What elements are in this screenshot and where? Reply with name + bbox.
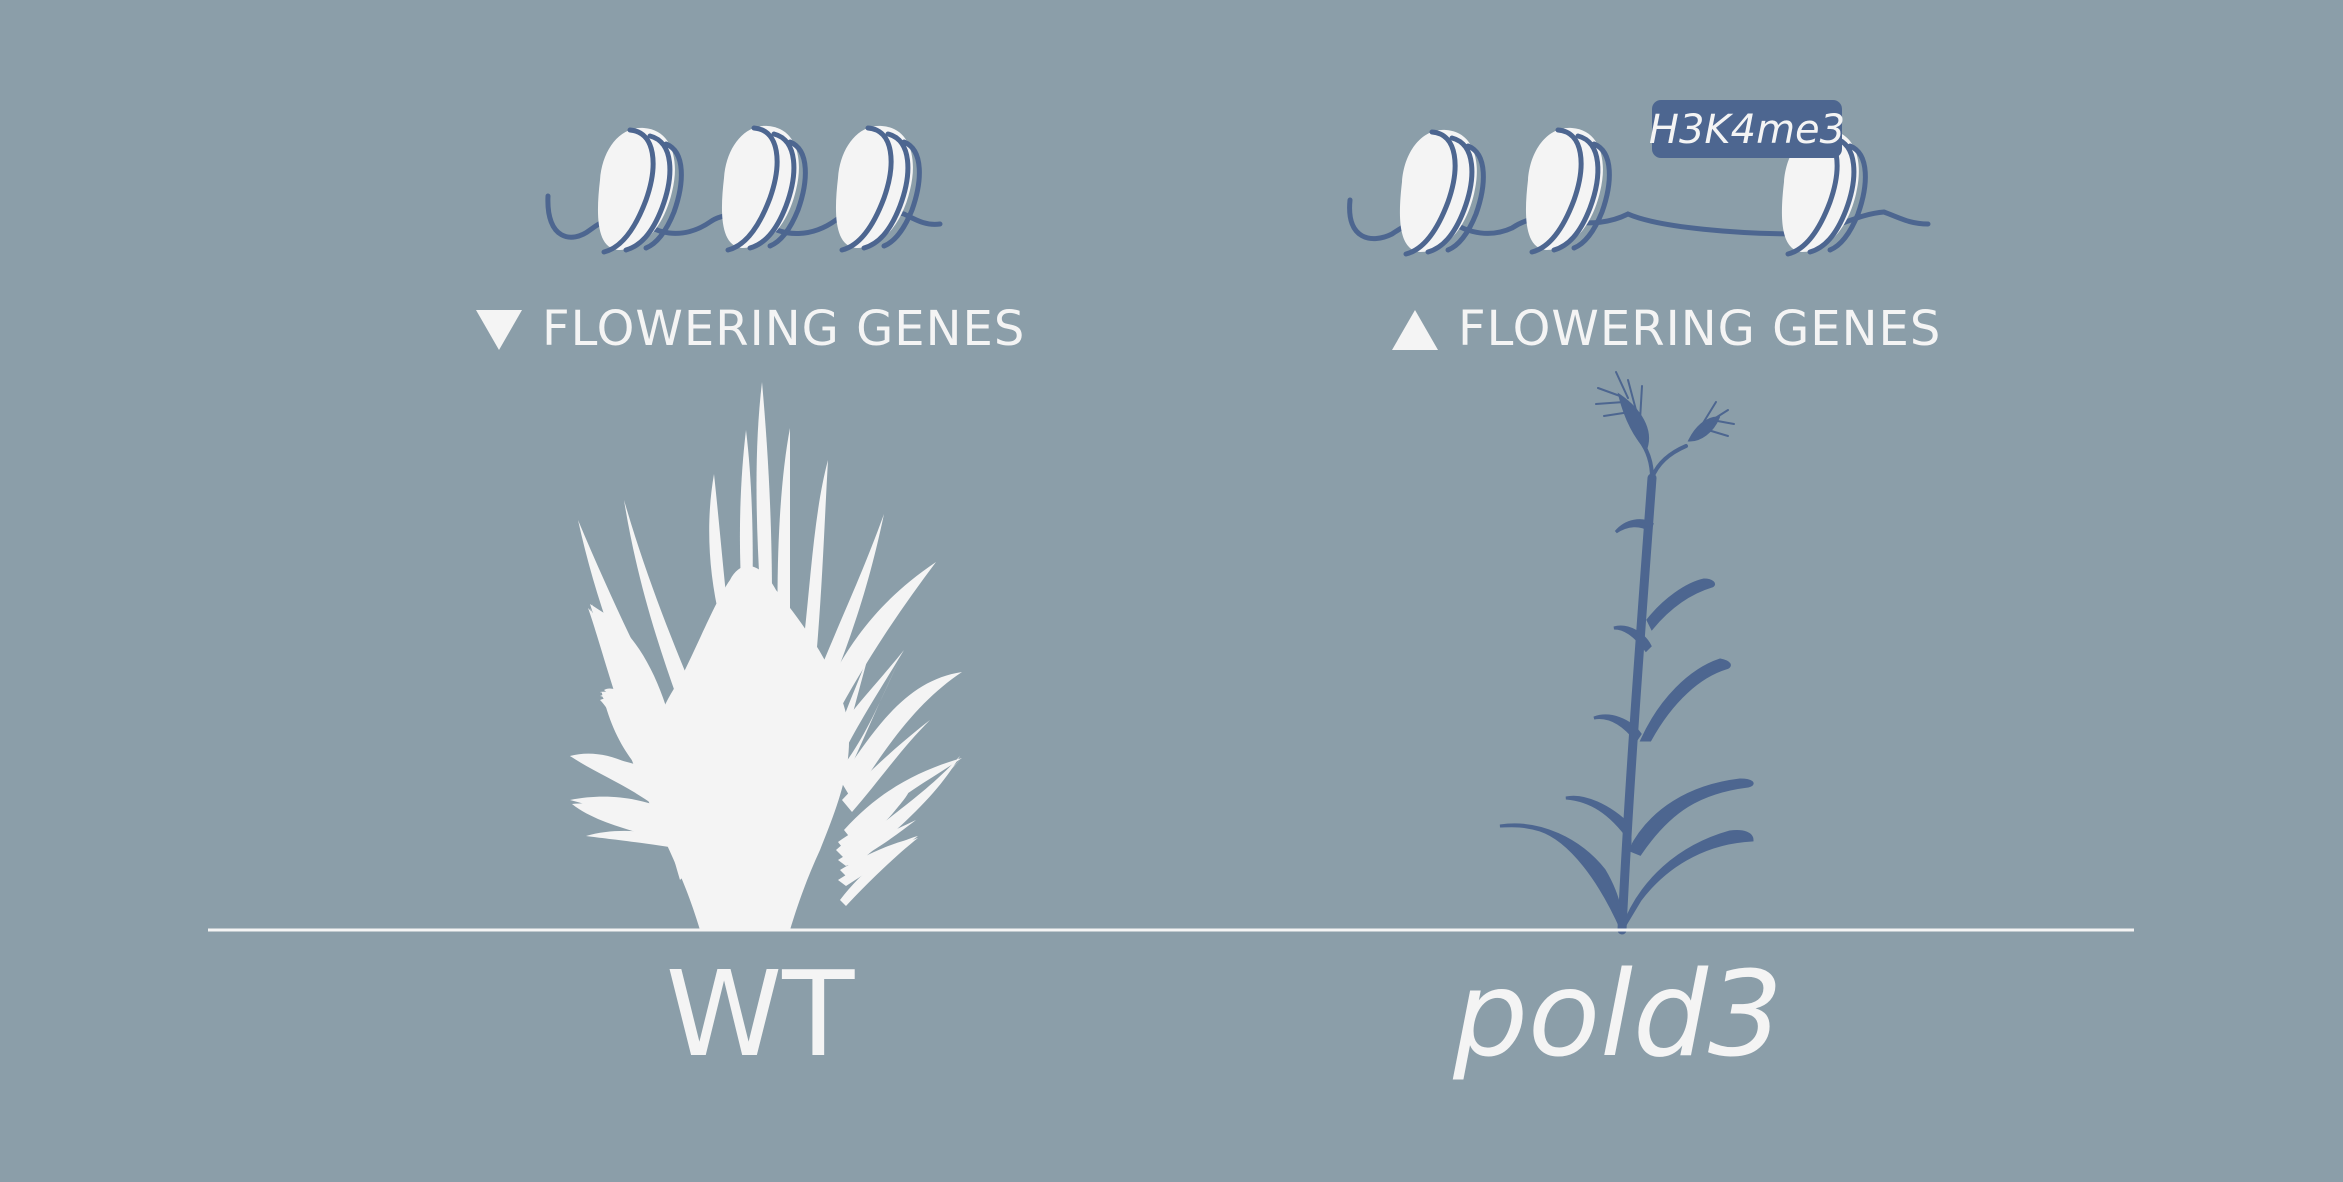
wt-expression: FLOWERING GENES [476, 301, 1025, 357]
down-triangle-icon [476, 310, 522, 350]
wt-nucleosome-3 [836, 126, 919, 250]
mutant-nucleosome-2 [1526, 128, 1609, 252]
mutant-nucleosome-1 [1400, 130, 1483, 254]
up-triangle-icon [1392, 310, 1438, 350]
mutant-plant-silhouette [1499, 371, 1754, 935]
wt-chromatin [545, 126, 943, 252]
h3k4me3-label: H3K4me3 [1649, 107, 1845, 153]
wt-genotype-label: WT [666, 945, 856, 1083]
wt-plant-silhouette [570, 382, 962, 930]
mutant-chromatin: H3K4me3 [1347, 100, 1931, 254]
mutant-gene-label: FLOWERING GENES [1458, 301, 1941, 357]
mutant-genotype-label: pold3 [1452, 945, 1783, 1083]
h3k4me3-badge: H3K4me3 [1649, 100, 1845, 158]
wt-gene-label: FLOWERING GENES [542, 301, 1025, 357]
mutant-expression: FLOWERING GENES [1392, 301, 1941, 357]
